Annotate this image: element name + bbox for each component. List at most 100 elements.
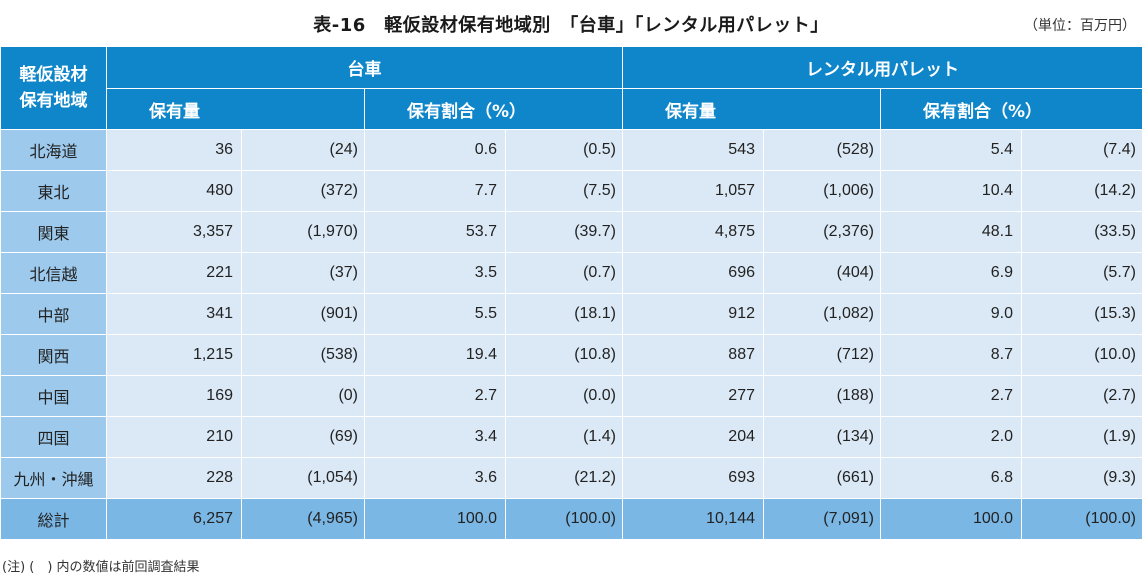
table-title: 表‑16 軽仮設材保有地域別 「台車」「レンタル用パレット」 <box>313 15 829 36</box>
total-cart-amount-prev-cell: (4,965) <box>241 498 365 540</box>
pallet-share-cell: 48.1 <box>880 211 1022 253</box>
total-cart-amount-cell: 6,257 <box>106 498 242 540</box>
pallet-amount-cell: 1,057 <box>622 170 764 212</box>
pallet-share-prev-cell: (15.3) <box>1021 293 1142 335</box>
pallet-share-cell: 8.7 <box>880 334 1022 376</box>
pallet-share-cell: 2.0 <box>880 416 1022 458</box>
table-header: 軽仮設材 保有地域 台車 レンタル用パレット 保有量 保有割合（%） 保有量 保… <box>0 46 1142 130</box>
cart-amount-prev-cell: (24) <box>241 129 365 171</box>
region-cell: 北海道 <box>0 129 107 171</box>
pallet-amount-prev-cell: (2,376) <box>763 211 881 253</box>
unit-label: （単位：百万円） <box>1024 18 1136 34</box>
cart-amount-prev-cell: (37) <box>241 252 365 294</box>
footnote: (注) ( ) 内の数値は前回調査結果 <box>2 560 200 575</box>
total-pallet-amount-prev-cell: (7,091) <box>763 498 881 540</box>
cart-amount-cell: 3,357 <box>106 211 242 253</box>
pallet-amount-prev-cell: (1,006) <box>763 170 881 212</box>
pallet-amount-prev-cell: (528) <box>763 129 881 171</box>
pallet-amount-cell: 4,875 <box>622 211 764 253</box>
region-cell: 九州・沖縄 <box>0 457 107 499</box>
cart-share-cell: 2.7 <box>364 375 506 417</box>
pallet-amount-cell: 277 <box>622 375 764 417</box>
pallet-amount-cell: 912 <box>622 293 764 335</box>
pallet-amount-prev-cell: (712) <box>763 334 881 376</box>
table-row: 北信越 221 (37) 3.5 (0.7) 696 (404) 6.9 (5.… <box>0 252 1142 294</box>
region-cell: 四国 <box>0 416 107 458</box>
region-cell: 東北 <box>0 170 107 212</box>
cart-amount-cell: 228 <box>106 457 242 499</box>
pallet-amount-prev-cell: (404) <box>763 252 881 294</box>
total-cart-share-cell: 100.0 <box>364 498 506 540</box>
pallet-share-prev-cell: (1.9) <box>1021 416 1142 458</box>
cart-amount-prev-cell: (1,970) <box>241 211 365 253</box>
pallet-share-cell: 6.8 <box>880 457 1022 499</box>
region-cell: 北信越 <box>0 252 107 294</box>
cart-amount-prev-cell: (0) <box>241 375 365 417</box>
table-row: 中国 169 (0) 2.7 (0.0) 277 (188) 2.7 (2.7) <box>0 375 1142 417</box>
pallet-share-prev-cell: (33.5) <box>1021 211 1142 253</box>
pallet-share-prev-cell: (14.2) <box>1021 170 1142 212</box>
pallet-amount-cell: 204 <box>622 416 764 458</box>
cart-share-cell: 3.4 <box>364 416 506 458</box>
table-row: 四国 210 (69) 3.4 (1.4) 204 (134) 2.0 (1.9… <box>0 416 1142 458</box>
cart-share-prev-cell: (0.5) <box>505 129 623 171</box>
pallet-share-prev-cell: (5.7) <box>1021 252 1142 294</box>
cart-share-prev-cell: (0.0) <box>505 375 623 417</box>
region-cell: 関西 <box>0 334 107 376</box>
cart-share-prev-cell: (0.7) <box>505 252 623 294</box>
region-header-line2: 保有地域 <box>19 91 88 111</box>
total-pallet-share-cell: 100.0 <box>880 498 1022 540</box>
cart-amount-cell: 36 <box>106 129 242 171</box>
pallet-amount-prev-cell: (134) <box>763 416 881 458</box>
pallet-share-prev-cell: (9.3) <box>1021 457 1142 499</box>
region-header: 軽仮設材 保有地域 <box>0 46 107 130</box>
cart-amount-cell: 169 <box>106 375 242 417</box>
table-row: 九州・沖縄 228 (1,054) 3.6 (21.2) 693 (661) 6… <box>0 457 1142 499</box>
pallet-share-prev-cell: (7.4) <box>1021 129 1142 171</box>
pallet-share-cell: 6.9 <box>880 252 1022 294</box>
title-bar: 表‑16 軽仮設材保有地域別 「台車」「レンタル用パレット」 （単位：百万円） <box>0 0 1142 46</box>
pallet-amount-prev-cell: (1,082) <box>763 293 881 335</box>
region-cell: 中部 <box>0 293 107 335</box>
cart-amount-cell: 1,215 <box>106 334 242 376</box>
region-cell: 中国 <box>0 375 107 417</box>
cart-share-cell: 7.7 <box>364 170 506 212</box>
cart-share-cell: 3.6 <box>364 457 506 499</box>
cart-amount-cell: 210 <box>106 416 242 458</box>
table-row: 中部 341 (901) 5.5 (18.1) 912 (1,082) 9.0 … <box>0 293 1142 335</box>
table-row: 東北 480 (372) 7.7 (7.5) 1,057 (1,006) 10.… <box>0 170 1142 212</box>
cart-share-prev-cell: (18.1) <box>505 293 623 335</box>
cart-group-header: 台車 <box>106 46 623 89</box>
total-pallet-share-prev-cell: (100.0) <box>1021 498 1142 540</box>
pallet-share-header: 保有割合（%） <box>880 88 1142 130</box>
cart-share-cell: 0.6 <box>364 129 506 171</box>
cart-amount-prev-cell: (1,054) <box>241 457 365 499</box>
cart-amount-prev-cell: (372) <box>241 170 365 212</box>
cart-share-prev-cell: (1.4) <box>505 416 623 458</box>
cart-amount-header: 保有量 <box>106 88 365 130</box>
cart-share-prev-cell: (7.5) <box>505 170 623 212</box>
region-cell: 関東 <box>0 211 107 253</box>
total-pallet-amount-cell: 10,144 <box>622 498 764 540</box>
pallet-share-cell: 2.7 <box>880 375 1022 417</box>
cart-amount-cell: 480 <box>106 170 242 212</box>
pallet-share-cell: 9.0 <box>880 293 1022 335</box>
pallet-group-header: レンタル用パレット <box>622 46 1142 89</box>
pallet-amount-prev-cell: (661) <box>763 457 881 499</box>
table-row: 北海道 36 (24) 0.6 (0.5) 543 (528) 5.4 (7.4… <box>0 129 1142 171</box>
table-row: 関西 1,215 (538) 19.4 (10.8) 887 (712) 8.7… <box>0 334 1142 376</box>
pallet-share-cell: 10.4 <box>880 170 1022 212</box>
pallet-amount-prev-cell: (188) <box>763 375 881 417</box>
data-table: 軽仮設材 保有地域 台車 レンタル用パレット 保有量 保有割合（%） 保有量 保… <box>0 46 1142 540</box>
cart-amount-cell: 341 <box>106 293 242 335</box>
pallet-share-cell: 5.4 <box>880 129 1022 171</box>
total-cart-share-prev-cell: (100.0) <box>505 498 623 540</box>
cart-share-cell: 5.5 <box>364 293 506 335</box>
total-row: 総計 6,257 (4,965) 100.0 (100.0) 10,144 (7… <box>0 498 1142 540</box>
cart-amount-cell: 221 <box>106 252 242 294</box>
pallet-amount-header: 保有量 <box>622 88 881 130</box>
cart-amount-prev-cell: (69) <box>241 416 365 458</box>
cart-share-header: 保有割合（%） <box>364 88 623 130</box>
pallet-share-prev-cell: (10.0) <box>1021 334 1142 376</box>
region-header-line1: 軽仮設材 <box>19 65 88 85</box>
